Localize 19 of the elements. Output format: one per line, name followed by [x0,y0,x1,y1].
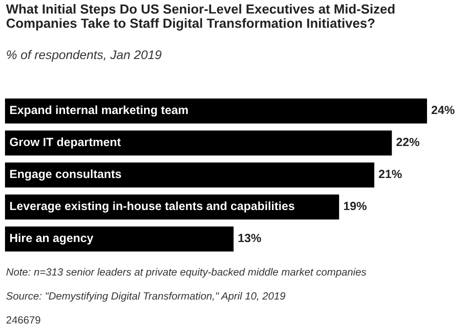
bar [5,162,374,188]
y-tick-label: Leverage existing in-house talents and capabilities [10,201,294,213]
source-note: Source: "Demystifying Digital Transformation," April 10, 2019 [6,292,286,302]
data-label: 19% [344,202,367,210]
bar [5,98,428,124]
bar [5,226,234,252]
text: 246679 [6,316,40,324]
y-tick-label: Grow IT department [10,138,121,149]
chart-title: What Initial Steps Do US Senior-Level Executives at Mid-Sized Companies Take to Staff Digital Transformation Initiatives? [6,4,394,31]
data-label: 24% [432,106,454,114]
text: Note: n=313 senior leaders at private equity-backed middle market companies [6,268,366,278]
bar [5,130,392,156]
y-tick-label: Engage consultants [10,169,122,181]
data-label: 21% [378,170,402,178]
chart-subtitle: % of respondents, Jan 2019 [6,50,162,62]
data-label: 13% [238,234,262,242]
data-label: 22% [396,138,420,146]
y-tick-label: Expand internal marketing team [10,105,188,117]
y-tick-label: Hire an agency [10,233,94,245]
